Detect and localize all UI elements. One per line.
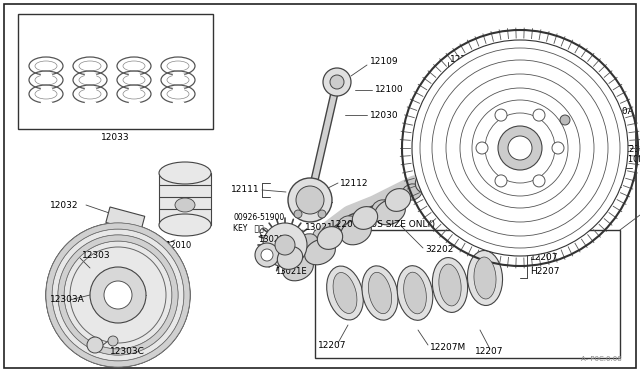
Text: A- P0C.0.08: A- P0C.0.08	[581, 356, 622, 362]
Text: 12100: 12100	[375, 86, 404, 94]
Circle shape	[104, 281, 132, 309]
Circle shape	[533, 175, 545, 187]
Text: 12030: 12030	[370, 110, 399, 119]
Ellipse shape	[397, 266, 433, 320]
Text: 12310E: 12310E	[612, 155, 640, 164]
Ellipse shape	[385, 189, 411, 211]
Text: KEY   キー: KEY キー	[233, 224, 264, 232]
Text: 12207M: 12207M	[430, 343, 467, 353]
Ellipse shape	[333, 273, 357, 314]
Wedge shape	[58, 235, 178, 355]
Bar	[18, 14, 213, 129]
Circle shape	[552, 142, 564, 154]
Ellipse shape	[298, 234, 318, 250]
Text: 12010: 12010	[165, 241, 191, 250]
Text: 12207S (US SIZE ONLY): 12207S (US SIZE ONLY)	[330, 219, 435, 228]
Ellipse shape	[467, 250, 502, 305]
Circle shape	[508, 136, 532, 160]
Ellipse shape	[338, 216, 358, 232]
Circle shape	[288, 178, 332, 222]
Text: 12033: 12033	[101, 132, 130, 141]
Text: 12111: 12111	[232, 186, 260, 195]
Ellipse shape	[415, 171, 441, 193]
Ellipse shape	[474, 257, 496, 299]
Text: 13021: 13021	[305, 224, 333, 232]
Ellipse shape	[362, 266, 398, 320]
Text: 12303: 12303	[82, 250, 111, 260]
Text: 12200: 12200	[450, 55, 479, 64]
Ellipse shape	[175, 198, 195, 212]
Circle shape	[560, 115, 570, 125]
Text: 12312: 12312	[595, 180, 623, 189]
Text: 12310: 12310	[624, 145, 640, 154]
Circle shape	[330, 75, 344, 89]
Bar	[159, 173, 211, 225]
Circle shape	[90, 267, 146, 323]
Circle shape	[533, 109, 545, 121]
Text: 12112: 12112	[340, 179, 369, 187]
Ellipse shape	[283, 255, 314, 281]
Circle shape	[294, 210, 302, 218]
Circle shape	[261, 249, 273, 261]
Ellipse shape	[433, 257, 468, 312]
Ellipse shape	[277, 247, 303, 269]
Circle shape	[412, 40, 628, 256]
Wedge shape	[46, 223, 190, 367]
Text: 12303A: 12303A	[50, 295, 84, 305]
Text: 12207: 12207	[318, 340, 346, 350]
Circle shape	[275, 235, 295, 255]
Text: 12310A: 12310A	[600, 108, 635, 116]
Text: 13021F: 13021F	[258, 235, 289, 244]
Ellipse shape	[402, 184, 422, 200]
Ellipse shape	[317, 227, 342, 249]
Text: 12109: 12109	[370, 58, 399, 67]
Text: 12032: 12032	[50, 201, 79, 209]
Ellipse shape	[353, 206, 378, 230]
Ellipse shape	[340, 219, 371, 245]
Text: 12207: 12207	[530, 253, 559, 263]
Text: 32202: 32202	[425, 246, 453, 254]
Text: 00926-51900: 00926-51900	[233, 214, 284, 222]
Circle shape	[318, 210, 326, 218]
Text: 13021E: 13021E	[275, 267, 307, 276]
Text: 12303C: 12303C	[110, 347, 145, 356]
Ellipse shape	[159, 214, 211, 236]
Bar	[106, 207, 145, 232]
Text: 12200A: 12200A	[450, 76, 484, 84]
Circle shape	[108, 336, 118, 346]
Text: H2207: H2207	[530, 267, 559, 276]
Bar	[315, 230, 620, 358]
Ellipse shape	[159, 162, 211, 184]
Circle shape	[495, 109, 507, 121]
Circle shape	[476, 142, 488, 154]
Ellipse shape	[372, 200, 392, 216]
Text: 12207: 12207	[475, 347, 504, 356]
Ellipse shape	[374, 199, 405, 225]
Ellipse shape	[326, 266, 364, 320]
Circle shape	[495, 175, 507, 187]
Ellipse shape	[305, 239, 335, 265]
Circle shape	[296, 186, 324, 214]
Ellipse shape	[369, 272, 392, 314]
Circle shape	[323, 68, 351, 96]
Ellipse shape	[404, 272, 426, 314]
Circle shape	[87, 337, 103, 353]
Circle shape	[263, 223, 307, 267]
Ellipse shape	[439, 264, 461, 306]
Circle shape	[498, 126, 542, 170]
Circle shape	[255, 243, 279, 267]
Circle shape	[46, 223, 190, 367]
